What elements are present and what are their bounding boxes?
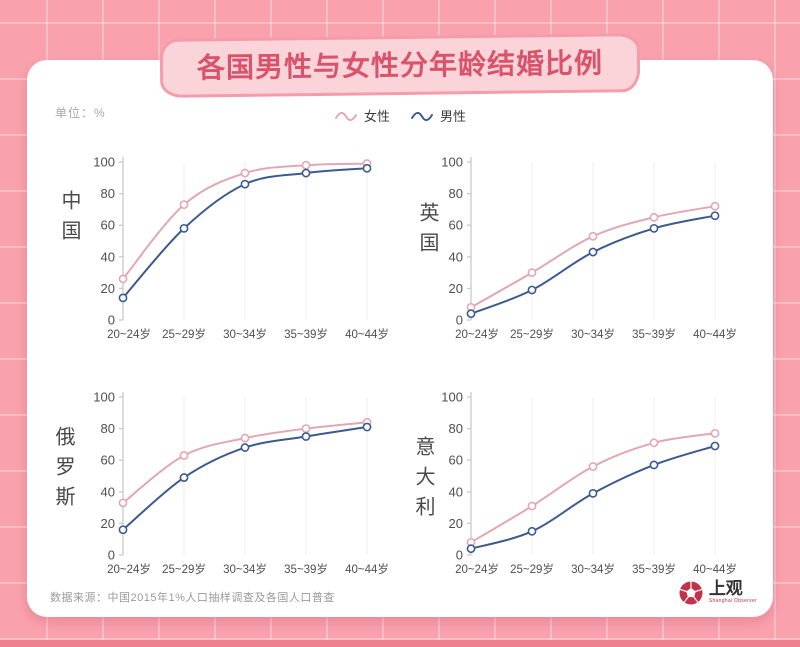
- svg-text:30~34岁: 30~34岁: [223, 562, 267, 576]
- svg-text:0: 0: [108, 548, 115, 563]
- svg-text:20~24岁: 20~24岁: [107, 562, 151, 576]
- svg-text:40~44岁: 40~44岁: [345, 327, 389, 341]
- chart-russia: 0 20 40 60 80 100 20~24岁 25~29岁 30~34岁 35~39岁 40~4…: [93, 390, 389, 577]
- title-banner: 各国男性与女性分年龄结婚比例: [159, 33, 641, 98]
- svg-text:30~34岁: 30~34岁: [223, 327, 267, 341]
- svg-text:100: 100: [93, 390, 115, 405]
- country-label-uk: 英国: [416, 202, 438, 262]
- svg-text:35~39岁: 35~39岁: [632, 327, 676, 341]
- bottom-edge-strip: [0, 640, 800, 647]
- page-title: 各国男性与女性分年龄结婚比例: [196, 47, 604, 84]
- svg-text:35~39岁: 35~39岁: [284, 562, 328, 576]
- svg-text:0: 0: [456, 313, 463, 328]
- legend-item-male: 男性: [410, 106, 466, 125]
- country-label-italy: 意大利: [412, 436, 434, 526]
- svg-text:25~29岁: 25~29岁: [510, 327, 554, 341]
- svg-text:40: 40: [101, 484, 115, 499]
- svg-text:30~34岁: 30~34岁: [571, 327, 615, 341]
- svg-text:40: 40: [449, 249, 463, 264]
- svg-text:100: 100: [441, 390, 463, 405]
- svg-text:0: 0: [108, 313, 115, 328]
- country-label-russia: 俄罗斯: [52, 426, 74, 516]
- svg-text:100: 100: [93, 155, 115, 170]
- country-label-china: 中国: [58, 190, 80, 250]
- svg-text:20~24岁: 20~24岁: [455, 562, 499, 576]
- svg-text:20: 20: [101, 281, 115, 296]
- svg-text:80: 80: [101, 421, 115, 436]
- svg-text:40: 40: [101, 249, 115, 264]
- shanghai-observer-logo-icon: [679, 581, 703, 605]
- svg-text:80: 80: [449, 186, 463, 201]
- svg-text:20: 20: [449, 516, 463, 531]
- svg-text:20: 20: [449, 281, 463, 296]
- chart-italy: 0 20 40 60 80 100 20~24岁 25~29岁 30~34岁 35~39岁 40~4…: [441, 390, 737, 577]
- svg-text:20: 20: [101, 516, 115, 531]
- svg-text:20~24岁: 20~24岁: [107, 327, 151, 341]
- svg-text:80: 80: [101, 186, 115, 201]
- female-wave-icon: [334, 111, 357, 121]
- legend-female-label: 女性: [363, 109, 390, 124]
- chart-uk: 0 20 40 60 80 100 20~24岁 25~29岁 30~34岁 35~39岁 40~4…: [441, 155, 737, 342]
- svg-text:60: 60: [449, 453, 463, 468]
- svg-text:35~39岁: 35~39岁: [632, 562, 676, 576]
- svg-text:0: 0: [456, 548, 463, 563]
- svg-text:35~39岁: 35~39岁: [284, 327, 328, 341]
- legend: 女性 男性: [334, 106, 466, 125]
- legend-item-female: 女性: [334, 106, 390, 125]
- svg-text:80: 80: [449, 421, 463, 436]
- chart-china: 0 20 40 60 80 100 20~24岁 25~29岁 30~34岁 35~39岁 40~4…: [93, 155, 389, 342]
- svg-text:60: 60: [101, 218, 115, 233]
- data-source-note: 数据来源：中国2015年1%人口抽样调查及各国人口普查: [50, 592, 335, 604]
- publisher-logo: 上观 Shanghai Observer: [678, 580, 757, 606]
- svg-text:100: 100: [441, 155, 463, 170]
- svg-text:40~44岁: 40~44岁: [345, 562, 389, 576]
- svg-text:25~29岁: 25~29岁: [162, 562, 206, 576]
- svg-text:20~24岁: 20~24岁: [455, 327, 499, 341]
- legend-male-label: 男性: [440, 109, 467, 124]
- infographic-card: 单位：% 女性 男性 中国 0 20 40 60 80 100 20~24岁 25~29岁 30…: [27, 60, 773, 617]
- svg-text:25~29岁: 25~29岁: [162, 327, 206, 341]
- unit-label: 单位：%: [55, 106, 106, 120]
- logo-name: 上观: [708, 579, 743, 598]
- svg-text:30~34岁: 30~34岁: [571, 562, 615, 576]
- logo-subtitle: Shanghai Observer: [708, 598, 757, 604]
- svg-text:60: 60: [101, 453, 115, 468]
- svg-text:40~44岁: 40~44岁: [693, 562, 737, 576]
- svg-text:25~29岁: 25~29岁: [510, 562, 554, 576]
- svg-text:40: 40: [449, 484, 463, 499]
- svg-text:60: 60: [449, 218, 463, 233]
- male-wave-icon: [411, 111, 433, 121]
- svg-text:40~44岁: 40~44岁: [693, 327, 737, 341]
